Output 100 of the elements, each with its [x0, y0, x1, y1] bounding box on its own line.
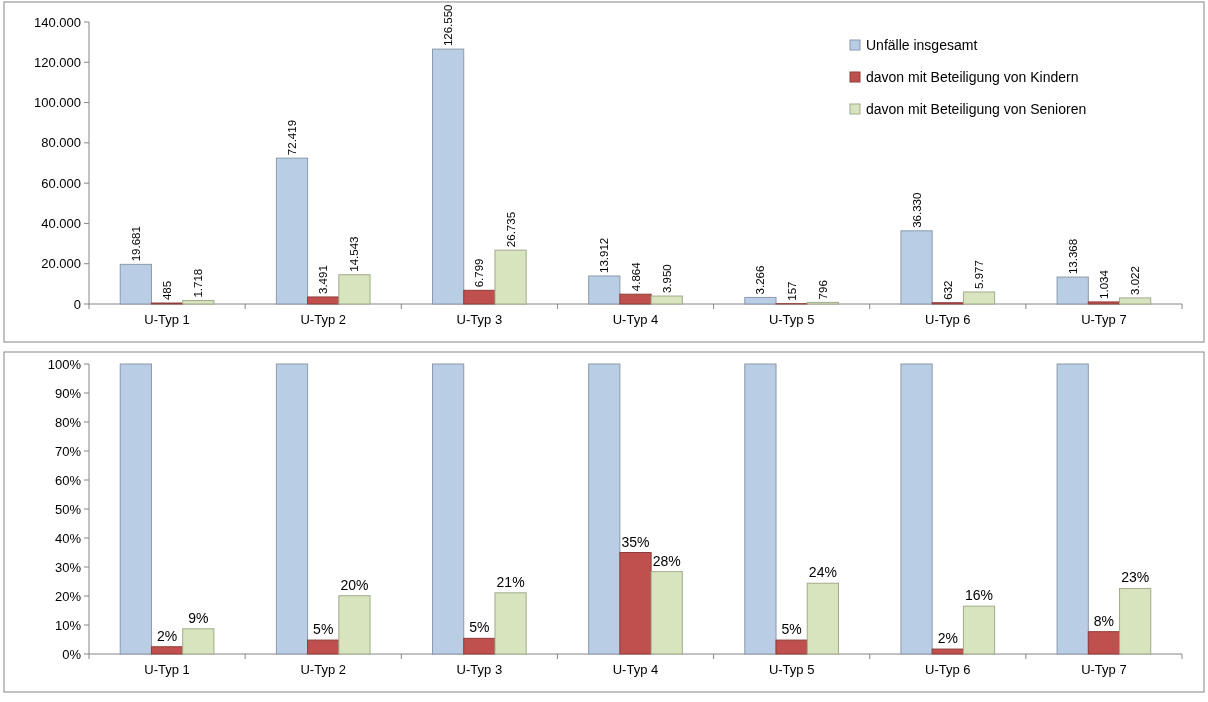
bar — [744, 363, 777, 655]
data-label: 3.950 — [660, 264, 673, 294]
data-label: 1.034 — [1097, 269, 1110, 299]
data-label: 72.419 — [286, 119, 299, 156]
x-tick-label: U-Typ 7 — [1081, 312, 1127, 327]
data-label: 157 — [785, 281, 798, 301]
legend-label: davon mit Beteiligung von Kindern — [866, 68, 1079, 85]
data-label: 4.864 — [629, 261, 642, 292]
bar — [1056, 276, 1089, 305]
y-tick-label: 120.000 — [34, 54, 81, 70]
y-tick-label: 50% — [54, 501, 82, 517]
data-label: 19.681 — [129, 226, 142, 262]
y-tick-label: 100% — [47, 356, 82, 372]
bar — [432, 48, 465, 305]
bar — [119, 263, 152, 305]
data-label: 24% — [808, 564, 837, 581]
x-tick-label: U-Typ 7 — [1081, 662, 1127, 677]
data-label: 8% — [1093, 612, 1115, 629]
y-tick-label: 30% — [54, 559, 82, 575]
x-tick-label: U-Typ 6 — [925, 662, 971, 677]
bar — [182, 300, 215, 305]
bar — [463, 637, 496, 655]
y-tick-label: 70% — [54, 443, 82, 459]
x-tick-label: U-Typ 4 — [612, 662, 659, 677]
bar — [1056, 363, 1089, 655]
legend-label: davon mit Beteiligung von Senioren — [866, 100, 1087, 117]
bar — [275, 363, 309, 655]
data-label: 9% — [188, 609, 209, 626]
bar — [275, 157, 309, 305]
x-tick-label: U-Typ 1 — [144, 312, 190, 327]
x-tick-label: U-Typ 5 — [768, 312, 815, 327]
data-label: 16% — [965, 587, 994, 604]
y-tick-label: 90% — [54, 385, 82, 401]
data-label: 485 — [161, 280, 174, 301]
bar — [1087, 301, 1121, 305]
bar — [962, 605, 996, 655]
bar — [962, 291, 996, 305]
y-tick-label: 40.000 — [41, 215, 81, 231]
y-tick-label: 80.000 — [41, 135, 81, 151]
x-tick-label: U-Typ 3 — [456, 662, 503, 677]
x-tick-label: U-Typ 6 — [925, 312, 971, 327]
data-label: 36.330 — [910, 192, 923, 228]
x-tick-label: U-Typ 1 — [144, 662, 190, 677]
data-label: 632 — [941, 280, 954, 300]
x-tick-label: U-Typ 4 — [612, 312, 659, 327]
bar — [463, 289, 496, 305]
data-label: 13.368 — [1066, 238, 1079, 275]
x-tick-label: U-Typ 2 — [300, 662, 346, 677]
y-tick-label: 60% — [54, 472, 82, 488]
bar — [150, 646, 184, 655]
data-label: 5% — [313, 621, 334, 638]
bar — [432, 363, 465, 655]
bar — [650, 571, 683, 655]
y-tick-label: 0% — [62, 646, 82, 662]
data-label: 3.266 — [754, 265, 767, 295]
bar — [744, 296, 777, 305]
legend-label: Unfälle insgesamt — [866, 36, 978, 53]
y-tick-label: 20.000 — [41, 256, 81, 272]
y-tick-label: 100.000 — [34, 95, 81, 111]
bar — [494, 592, 527, 655]
data-label: 3.022 — [1129, 266, 1142, 295]
bar — [588, 363, 621, 655]
bar — [307, 296, 340, 305]
bar — [494, 249, 527, 305]
data-label: 5% — [469, 619, 490, 636]
y-tick-label: 0 — [73, 296, 81, 312]
bar — [900, 363, 933, 655]
data-label: 6.799 — [473, 258, 486, 288]
bar — [619, 552, 652, 655]
bar — [650, 295, 683, 305]
bar — [1087, 631, 1121, 655]
data-label: 796 — [816, 280, 829, 300]
data-label: 14.543 — [348, 236, 361, 272]
bar — [119, 363, 152, 655]
data-label: 1.718 — [192, 268, 205, 298]
bar — [588, 275, 621, 305]
data-label: 5.977 — [973, 260, 986, 289]
data-label: 3.491 — [317, 265, 330, 294]
bar — [338, 595, 371, 655]
data-label: 23% — [1121, 569, 1150, 586]
data-label: 28% — [652, 552, 681, 569]
x-tick-label: U-Typ 2 — [300, 312, 346, 327]
bar — [806, 582, 839, 655]
x-tick-label: U-Typ 5 — [768, 662, 815, 677]
y-tick-label: 40% — [54, 530, 82, 546]
data-label: 21% — [496, 573, 525, 590]
data-label: 2% — [156, 627, 178, 644]
bar — [1119, 297, 1152, 305]
data-label: 35% — [621, 533, 650, 550]
y-tick-label: 80% — [54, 414, 82, 430]
data-label: 13.912 — [598, 237, 611, 273]
bar — [307, 639, 340, 655]
data-label: 126.550 — [442, 4, 455, 47]
y-tick-label: 20% — [54, 588, 82, 604]
bar — [619, 293, 652, 305]
y-tick-label: 10% — [54, 617, 82, 633]
data-label: 20% — [340, 576, 369, 593]
x-tick-label: U-Typ 3 — [456, 312, 503, 327]
bar — [338, 274, 371, 305]
bar — [775, 639, 808, 655]
